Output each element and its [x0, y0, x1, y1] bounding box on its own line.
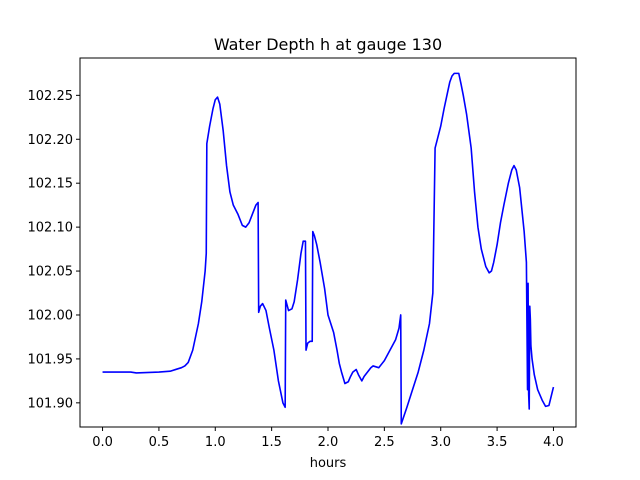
y-tick-label: 101.95	[28, 352, 74, 367]
x-tick-label: 1.5	[261, 435, 282, 450]
x-tick-label: 2.0	[318, 435, 339, 450]
x-tick-label: 0.5	[149, 435, 170, 450]
y-tick-label: 102.25	[28, 89, 74, 104]
y-tick-label: 102.10	[28, 221, 74, 236]
y-tick-label: 102.15	[28, 177, 74, 192]
y-tick-label: 102.00	[28, 308, 74, 323]
y-axis-ticks: 101.90 101.95 102.00 102.05 102.10 102.15 102.…	[28, 89, 80, 411]
y-tick-label: 102.20	[28, 133, 74, 148]
y-tick-label: 102.05	[28, 265, 74, 280]
x-tick-label: 2.5	[374, 435, 395, 450]
x-tick-label: 1.0	[205, 435, 226, 450]
x-tick-label: 3.5	[487, 435, 508, 450]
x-axis-label: hours	[310, 456, 347, 471]
y-tick-label: 101.90	[28, 396, 74, 411]
chart-title: Water Depth h at gauge 130	[214, 35, 442, 54]
x-tick-label: 0.0	[92, 435, 113, 450]
x-tick-label: 4.0	[543, 435, 564, 450]
x-axis-ticks: 0.0 0.5 1.0 1.5 2.0 2.5 3.0 3.5 4.0	[92, 427, 564, 450]
x-tick-label: 3.0	[430, 435, 451, 450]
water-depth-series-line	[102, 72, 555, 425]
